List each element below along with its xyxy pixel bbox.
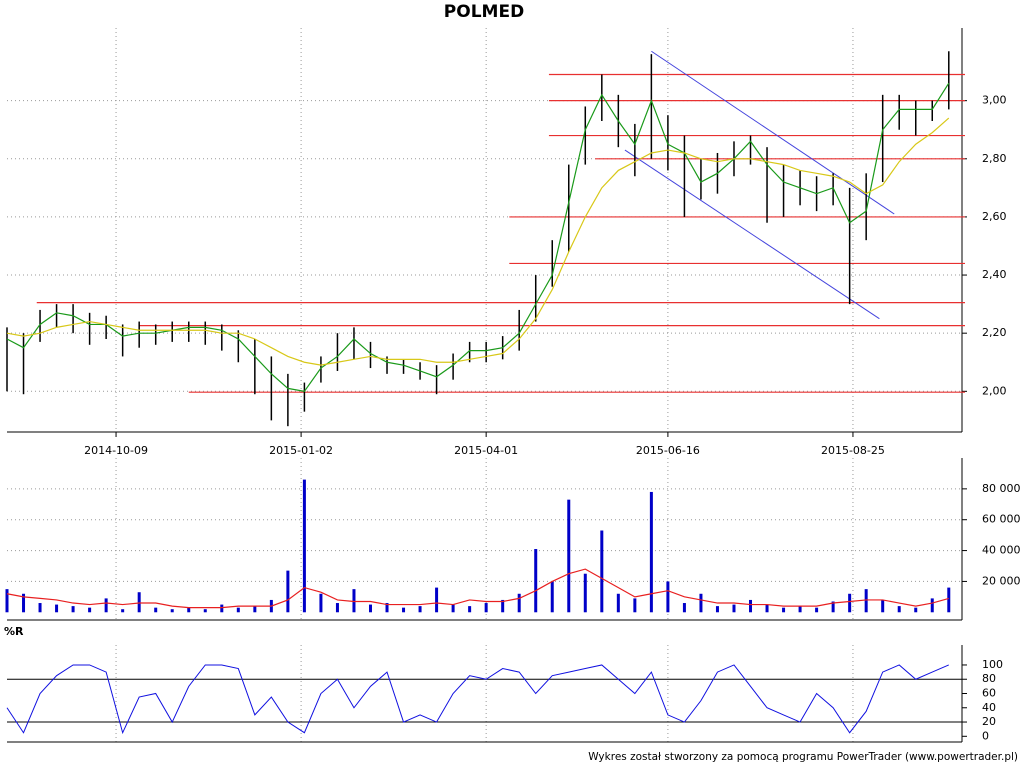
volume-bar — [121, 609, 125, 613]
volume-bar — [418, 606, 422, 613]
y-tick-label: 2,20 — [982, 326, 1007, 339]
trend-line — [624, 149, 880, 320]
volume-bar — [848, 593, 852, 613]
volume-bar — [286, 570, 290, 613]
y-tick-label: 2,40 — [982, 268, 1007, 281]
moving-average — [6, 117, 950, 366]
x-tick-label: 2015-08-25 — [821, 444, 885, 457]
y-tick-label: 60 — [982, 687, 996, 700]
volume-bar — [468, 606, 472, 613]
volume-bar — [715, 606, 719, 613]
x-tick-label: 2015-06-16 — [636, 444, 700, 457]
y-tick-label: 0 — [982, 729, 989, 742]
volume-bar — [815, 607, 819, 613]
volume-bar — [666, 581, 670, 613]
volume-bar — [947, 587, 951, 613]
trend-line — [651, 50, 895, 215]
volume-bar — [732, 604, 736, 613]
y-tick-label: 3,00 — [982, 94, 1007, 107]
volume-bar — [517, 593, 521, 613]
volume-bar — [798, 606, 802, 613]
volume-bar — [385, 603, 389, 613]
chart-title: POLMED — [444, 2, 524, 22]
y-tick-label: 2,60 — [982, 210, 1007, 223]
volume-bar — [501, 599, 505, 613]
volume-bar — [864, 589, 868, 613]
y-tick-label: 40 — [982, 701, 996, 714]
y-tick-label: 80 000 — [982, 482, 1021, 495]
volume-bar — [335, 603, 339, 613]
y-tick-label: 100 — [982, 658, 1003, 671]
volume-bar — [38, 603, 42, 613]
volume-bar — [633, 598, 637, 613]
volume-bar — [881, 599, 885, 613]
y-tick-label: 2,00 — [982, 384, 1007, 397]
volume-bar — [682, 603, 686, 613]
volume-bar — [302, 479, 306, 613]
volume-bar — [154, 607, 158, 613]
volume-bar — [435, 587, 439, 613]
volume-bar — [5, 589, 9, 613]
y-tick-label: 20 — [982, 715, 996, 728]
volume-bar — [616, 593, 620, 613]
y-tick-label: 40 000 — [982, 544, 1021, 557]
volume-bar — [71, 606, 75, 613]
volume-bar — [831, 601, 835, 613]
volume-bar — [352, 589, 356, 613]
volume-bar — [137, 592, 141, 613]
y-tick-label: 80 — [982, 672, 996, 685]
volume-bar — [749, 599, 753, 613]
volume-bar — [699, 593, 703, 613]
volume-bar — [104, 598, 108, 613]
x-tick-label: 2015-01-02 — [269, 444, 333, 457]
volume-bar — [484, 603, 488, 613]
y-tick-label: 60 000 — [982, 513, 1021, 526]
x-tick-label: 2014-10-09 — [84, 444, 148, 457]
moving-average — [6, 82, 950, 392]
volume-bar — [914, 607, 918, 613]
y-tick-label: 2,80 — [982, 152, 1007, 165]
footer: Wykres został stworzony za pomocą progra… — [588, 751, 1018, 763]
volume-bar — [170, 609, 174, 613]
volume-bar — [368, 604, 372, 613]
volume-bar — [187, 607, 191, 613]
volume-bar — [22, 593, 26, 613]
williams-r-line — [6, 664, 949, 735]
volume-average — [6, 568, 949, 609]
volume-bar — [534, 549, 538, 613]
panel-title: %R — [4, 625, 24, 638]
volume-bar — [55, 604, 59, 613]
volume-bar — [600, 530, 604, 613]
volume-bar — [649, 491, 653, 613]
volume-bar — [319, 593, 323, 613]
volume-bar — [897, 606, 901, 613]
volume-bar — [236, 607, 240, 613]
volume-bar — [451, 604, 455, 613]
volume-bar — [88, 607, 92, 613]
volume-bar — [765, 604, 769, 613]
volume-bar — [583, 573, 587, 613]
volume-bar — [930, 598, 934, 613]
volume-bar — [203, 609, 207, 613]
volume-bar — [220, 604, 224, 613]
volume-bar — [253, 606, 257, 613]
volume-bar — [402, 607, 406, 613]
volume-bar — [550, 581, 554, 613]
y-tick-label: 20 000 — [982, 574, 1021, 587]
volume-bar — [782, 607, 786, 613]
volume-bar — [567, 499, 571, 613]
x-tick-label: 2015-04-01 — [454, 444, 518, 457]
